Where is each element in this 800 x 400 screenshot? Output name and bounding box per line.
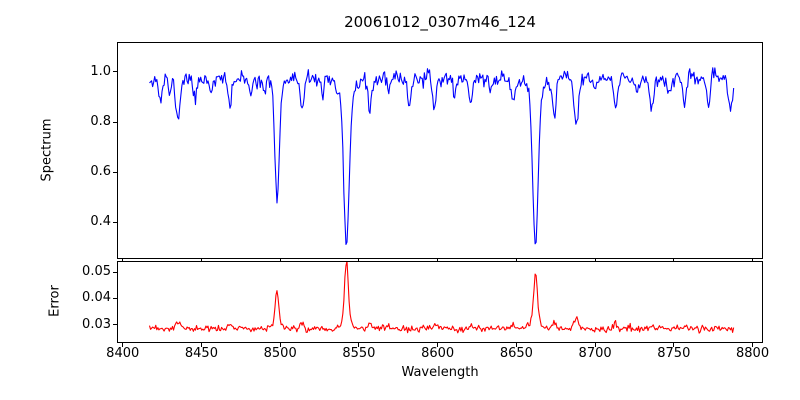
y-axis-label-spectrum: Spectrum — [39, 118, 55, 182]
y-tick-label: 0.03 — [82, 316, 111, 332]
x-tick-mark — [594, 259, 596, 261]
x-tick-mark — [279, 343, 281, 347]
x-tick-mark — [673, 343, 675, 347]
y-tick-mark — [113, 171, 117, 173]
x-tick-mark — [122, 343, 124, 347]
y-tick-label: 1.0 — [90, 63, 111, 79]
x-tick-label: 8550 — [342, 346, 376, 361]
x-tick-mark — [515, 343, 517, 347]
y-tick-label: 0.8 — [90, 114, 111, 130]
x-tick-label: 8750 — [657, 346, 691, 361]
x-tick-mark — [515, 259, 517, 261]
x-tick-mark — [594, 343, 596, 347]
x-tick-mark — [437, 343, 439, 347]
error-plot-svg — [148, 262, 735, 334]
x-tick-label: 8400 — [106, 346, 140, 361]
x-tick-mark — [279, 259, 281, 261]
error-panel — [117, 261, 763, 343]
spectrum-plot-svg — [149, 67, 735, 246]
x-tick-mark — [673, 259, 675, 261]
y-tick-label: 0.6 — [90, 164, 111, 180]
y-tick-label: 0.05 — [82, 264, 111, 280]
y-tick-mark — [113, 71, 117, 73]
y-tick-mark — [113, 121, 117, 123]
y-tick-label: 0.4 — [90, 214, 111, 230]
x-tick-mark — [358, 343, 360, 347]
x-tick-mark — [200, 343, 202, 347]
x-tick-mark — [122, 259, 124, 261]
x-tick-mark — [200, 259, 202, 261]
chart-title: 20061012_0307m46_124 — [344, 13, 536, 31]
x-tick-mark — [437, 259, 439, 261]
x-tick-label: 8450 — [184, 346, 218, 361]
x-tick-mark — [752, 259, 754, 261]
x-tick-label: 8700 — [578, 346, 612, 361]
x-tick-mark — [358, 259, 360, 261]
x-tick-mark — [752, 343, 754, 347]
x-tick-label: 8500 — [263, 346, 297, 361]
y-tick-mark — [113, 221, 117, 223]
x-tick-label: 8800 — [736, 346, 770, 361]
y-tick-label: 0.04 — [82, 290, 111, 306]
x-tick-label: 8600 — [421, 346, 455, 361]
y-tick-mark — [113, 271, 117, 273]
spectrum-panel — [117, 42, 763, 259]
error-line — [148, 262, 735, 334]
y-tick-mark — [113, 297, 117, 299]
spectrum-line — [149, 67, 735, 246]
x-tick-label: 8650 — [499, 346, 533, 361]
x-axis-label: Wavelength — [401, 365, 479, 380]
y-tick-mark — [113, 324, 117, 326]
